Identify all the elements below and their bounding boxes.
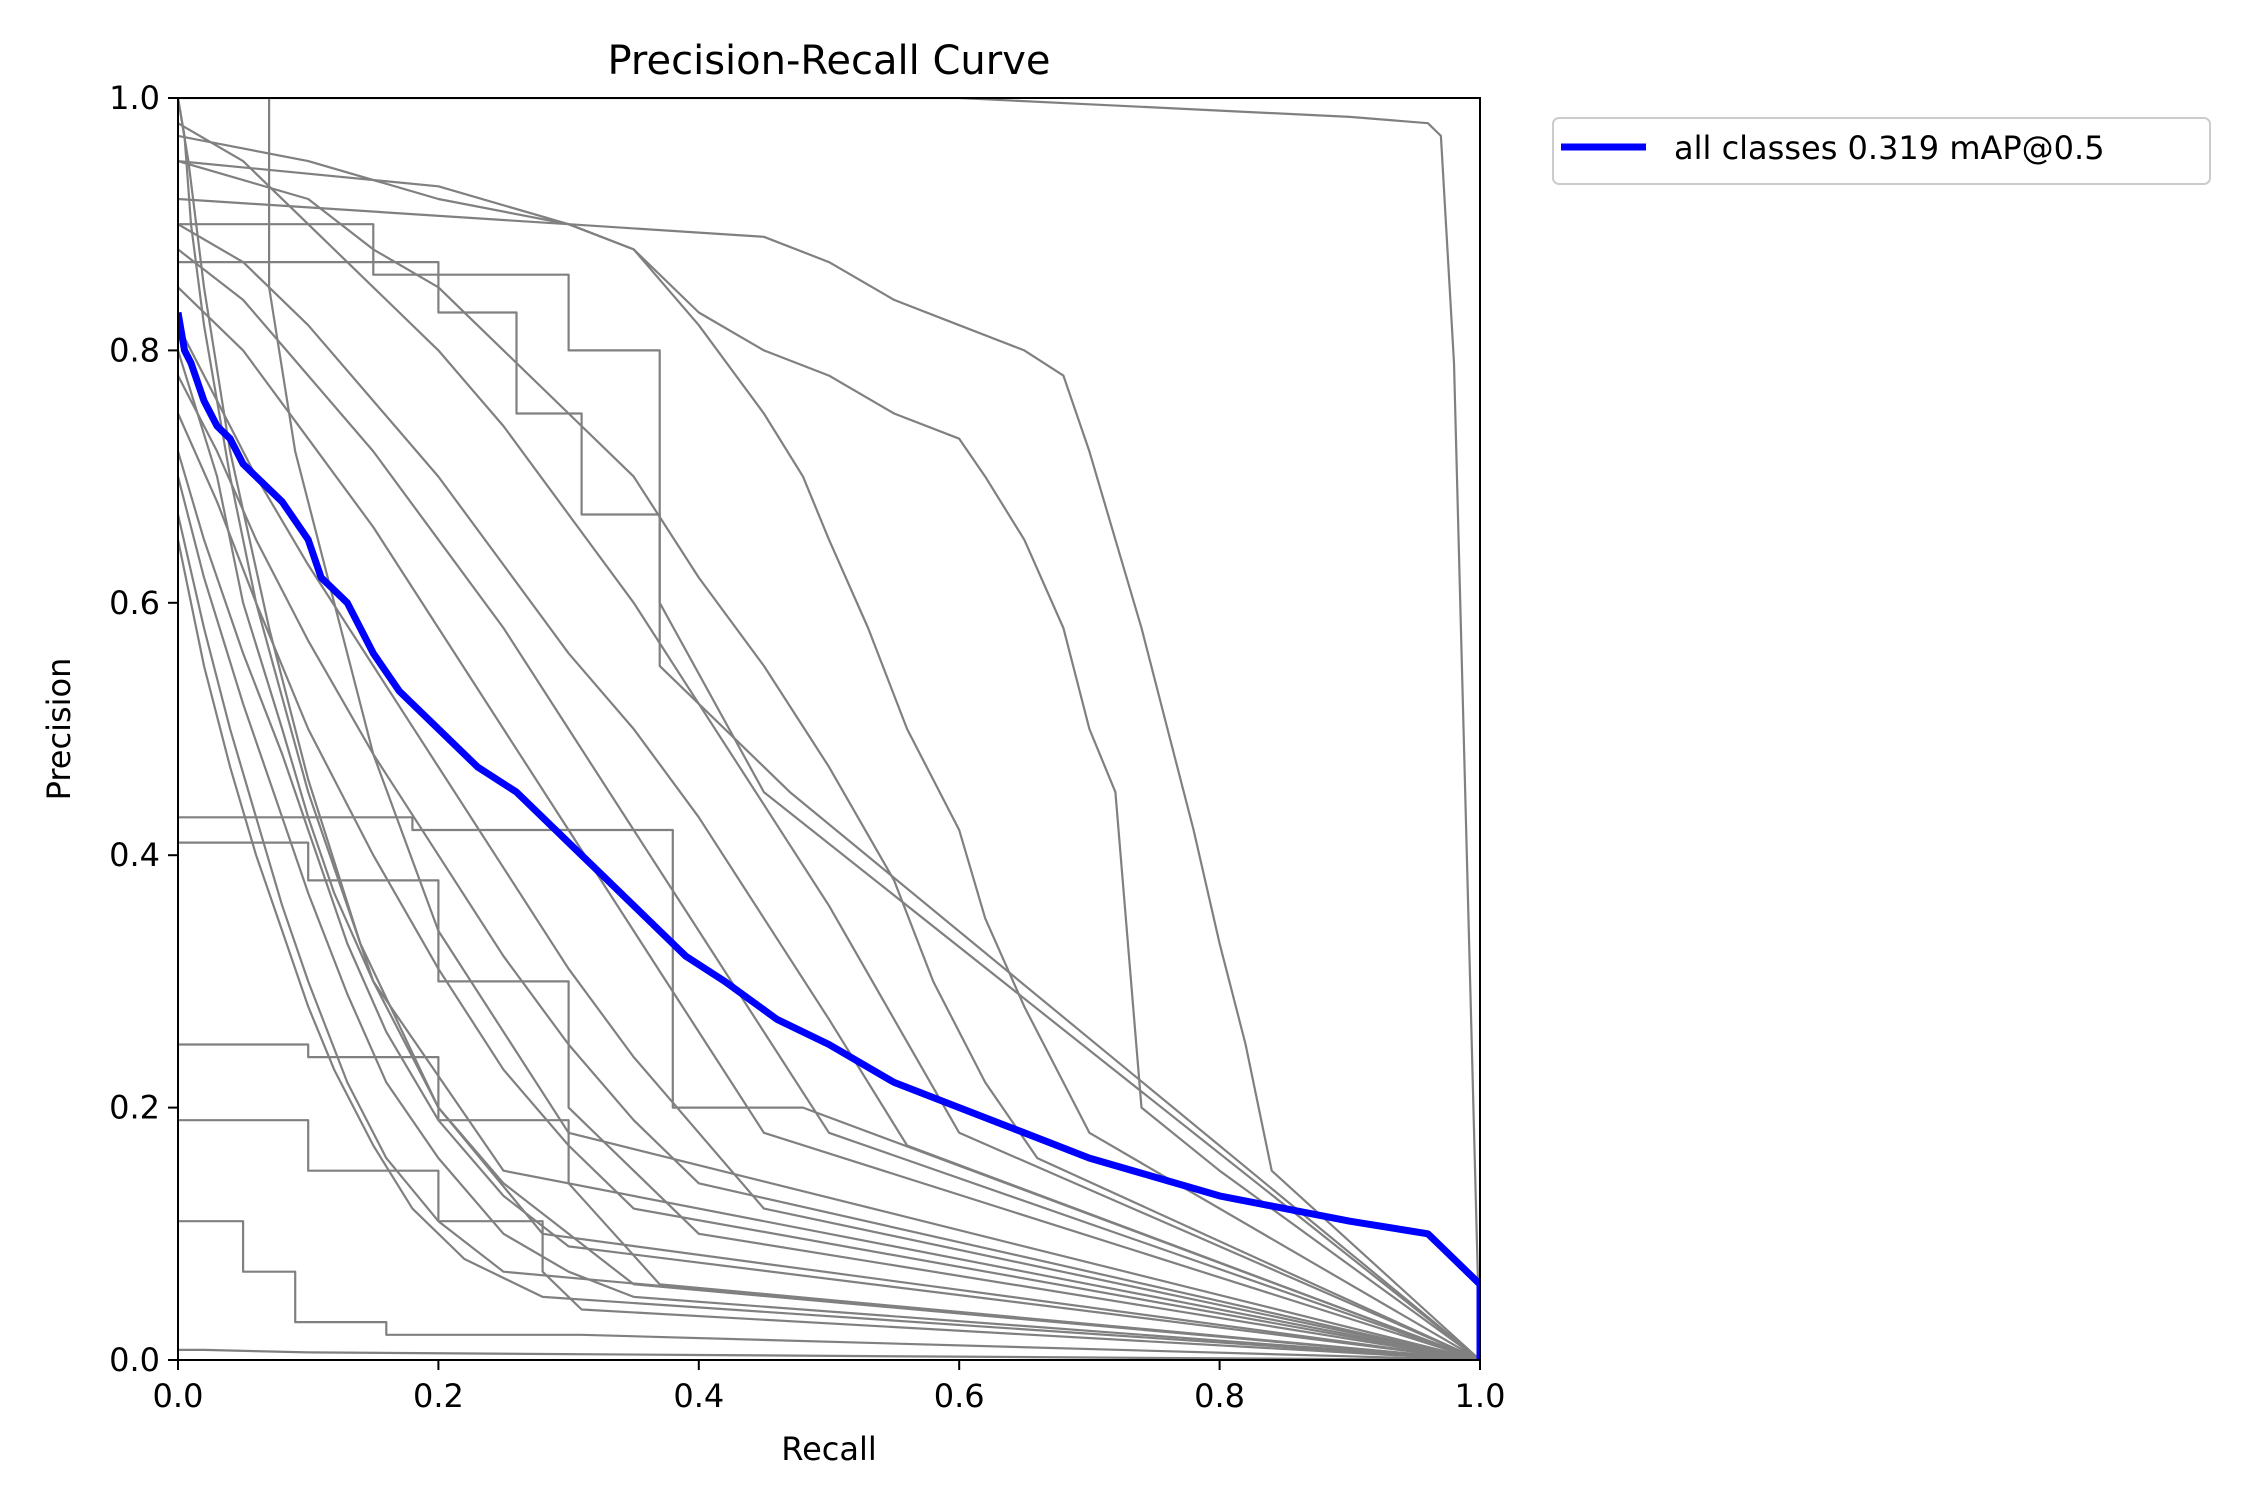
legend-box xyxy=(1552,117,2211,185)
y-axis: 0.0 0.2 0.4 0.6 0.8 1.0 xyxy=(109,79,178,1379)
series-line-class xyxy=(178,816,1480,1360)
series-line-class xyxy=(178,160,1480,1360)
x-tick-label: 0.8 xyxy=(1194,1377,1245,1415)
x-tick-label: 1.0 xyxy=(1455,1377,1506,1415)
y-axis-label: Precision xyxy=(40,658,78,801)
y-tick-label: 1.0 xyxy=(109,79,160,117)
series-line-class xyxy=(178,413,1480,1360)
series-line-class xyxy=(178,286,1480,1360)
series-line-class xyxy=(178,1119,1480,1360)
series-line-class xyxy=(178,223,1480,1360)
x-axis-label: Recall xyxy=(781,1430,876,1468)
series-line-class xyxy=(178,122,1480,1360)
series-line-class xyxy=(178,514,1480,1360)
y-tick-label: 0.6 xyxy=(109,584,160,622)
x-tick-label: 0.6 xyxy=(934,1377,985,1415)
series-line-class xyxy=(178,476,1480,1360)
series-line-class xyxy=(178,1043,1480,1360)
chart-title: Precision-Recall Curve xyxy=(608,38,1051,84)
y-tick-label: 0.4 xyxy=(109,836,160,874)
x-axis: 0.0 0.2 0.4 0.6 0.8 1.0 xyxy=(153,1360,1506,1415)
series-line-class xyxy=(178,248,1480,1360)
series-line-all-classes xyxy=(178,311,1480,1360)
legend: all classes 0.319 mAP@0.5 xyxy=(1552,117,2211,185)
x-tick-label: 0.4 xyxy=(673,1377,724,1415)
series-line-class xyxy=(178,841,1480,1360)
series-line-class xyxy=(178,98,1480,1360)
y-tick-label: 0.0 xyxy=(109,1341,160,1379)
series-line-class xyxy=(178,134,1480,1360)
series-line-class xyxy=(178,539,1480,1360)
plot-area xyxy=(178,98,1480,1360)
series-line-class xyxy=(178,197,1480,1360)
series-line-class xyxy=(178,98,1480,1360)
series-line-class xyxy=(178,160,1480,1360)
legend-label: all classes 0.319 mAP@0.5 xyxy=(1674,129,2105,167)
series-line-class xyxy=(178,223,1480,1360)
series-line-class xyxy=(178,375,1480,1360)
series-line-class xyxy=(178,1220,1480,1360)
series-line-class xyxy=(178,98,1480,1360)
y-tick-label: 0.2 xyxy=(109,1089,160,1127)
series-line-class xyxy=(178,324,1480,1360)
y-tick-label: 0.8 xyxy=(109,331,160,369)
x-tick-label: 0.2 xyxy=(413,1377,464,1415)
x-tick-label: 0.0 xyxy=(153,1377,204,1415)
series-line-class xyxy=(178,261,1480,1360)
series-line-class xyxy=(178,1348,1480,1360)
plot-frame xyxy=(177,97,1481,1361)
series-layer xyxy=(178,98,1480,1360)
series-line-class xyxy=(268,98,1480,1360)
